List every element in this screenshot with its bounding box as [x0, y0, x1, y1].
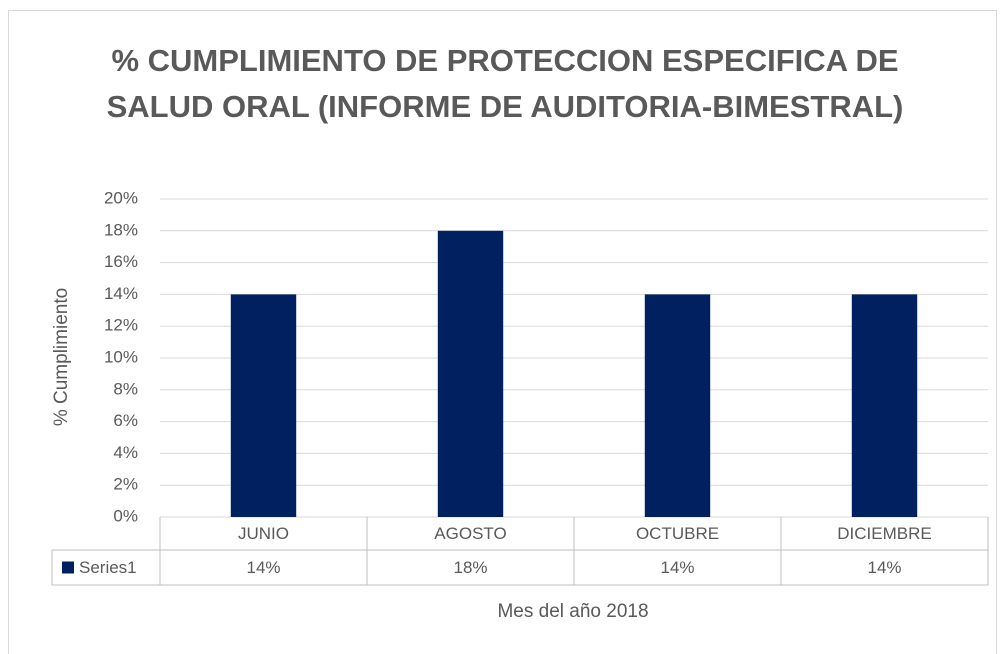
data-table-value: 18%: [453, 558, 487, 577]
bar: [437, 230, 504, 518]
y-axis-title: % Cumplimiento: [51, 288, 72, 426]
y-tick-label: 16%: [104, 252, 138, 271]
x-tick-label: JUNIO: [238, 524, 289, 543]
x-tick-label: OCTUBRE: [636, 524, 719, 543]
data-table-value: 14%: [246, 558, 280, 577]
y-tick-label: 6%: [113, 411, 138, 430]
bar: [851, 294, 918, 517]
y-tick-label: 18%: [104, 220, 138, 239]
chart-border: [8, 10, 997, 654]
bar: [644, 294, 711, 517]
y-tick-label: 2%: [113, 475, 138, 494]
y-tick-label: 0%: [113, 506, 138, 525]
y-tick-label: 10%: [104, 347, 138, 366]
y-tick-label: 14%: [104, 284, 138, 303]
data-table-value: 14%: [660, 558, 694, 577]
legend-swatch: [62, 561, 74, 574]
y-tick-label: 20%: [104, 188, 138, 207]
y-tick-label: 12%: [104, 316, 138, 335]
x-axis-title: Mes del año 2018: [497, 601, 648, 622]
legend-label: Series1: [79, 558, 137, 577]
x-tick-label: AGOSTO: [434, 524, 506, 543]
x-tick-label: DICIEMBRE: [837, 524, 931, 543]
y-tick-label: 8%: [113, 379, 138, 398]
y-tick-label: 4%: [113, 443, 138, 462]
data-table-value: 14%: [867, 558, 901, 577]
chart-title: % CUMPLIMIENTO DE PROTECCION ESPECIFICA …: [106, 43, 904, 124]
bar: [230, 294, 297, 517]
